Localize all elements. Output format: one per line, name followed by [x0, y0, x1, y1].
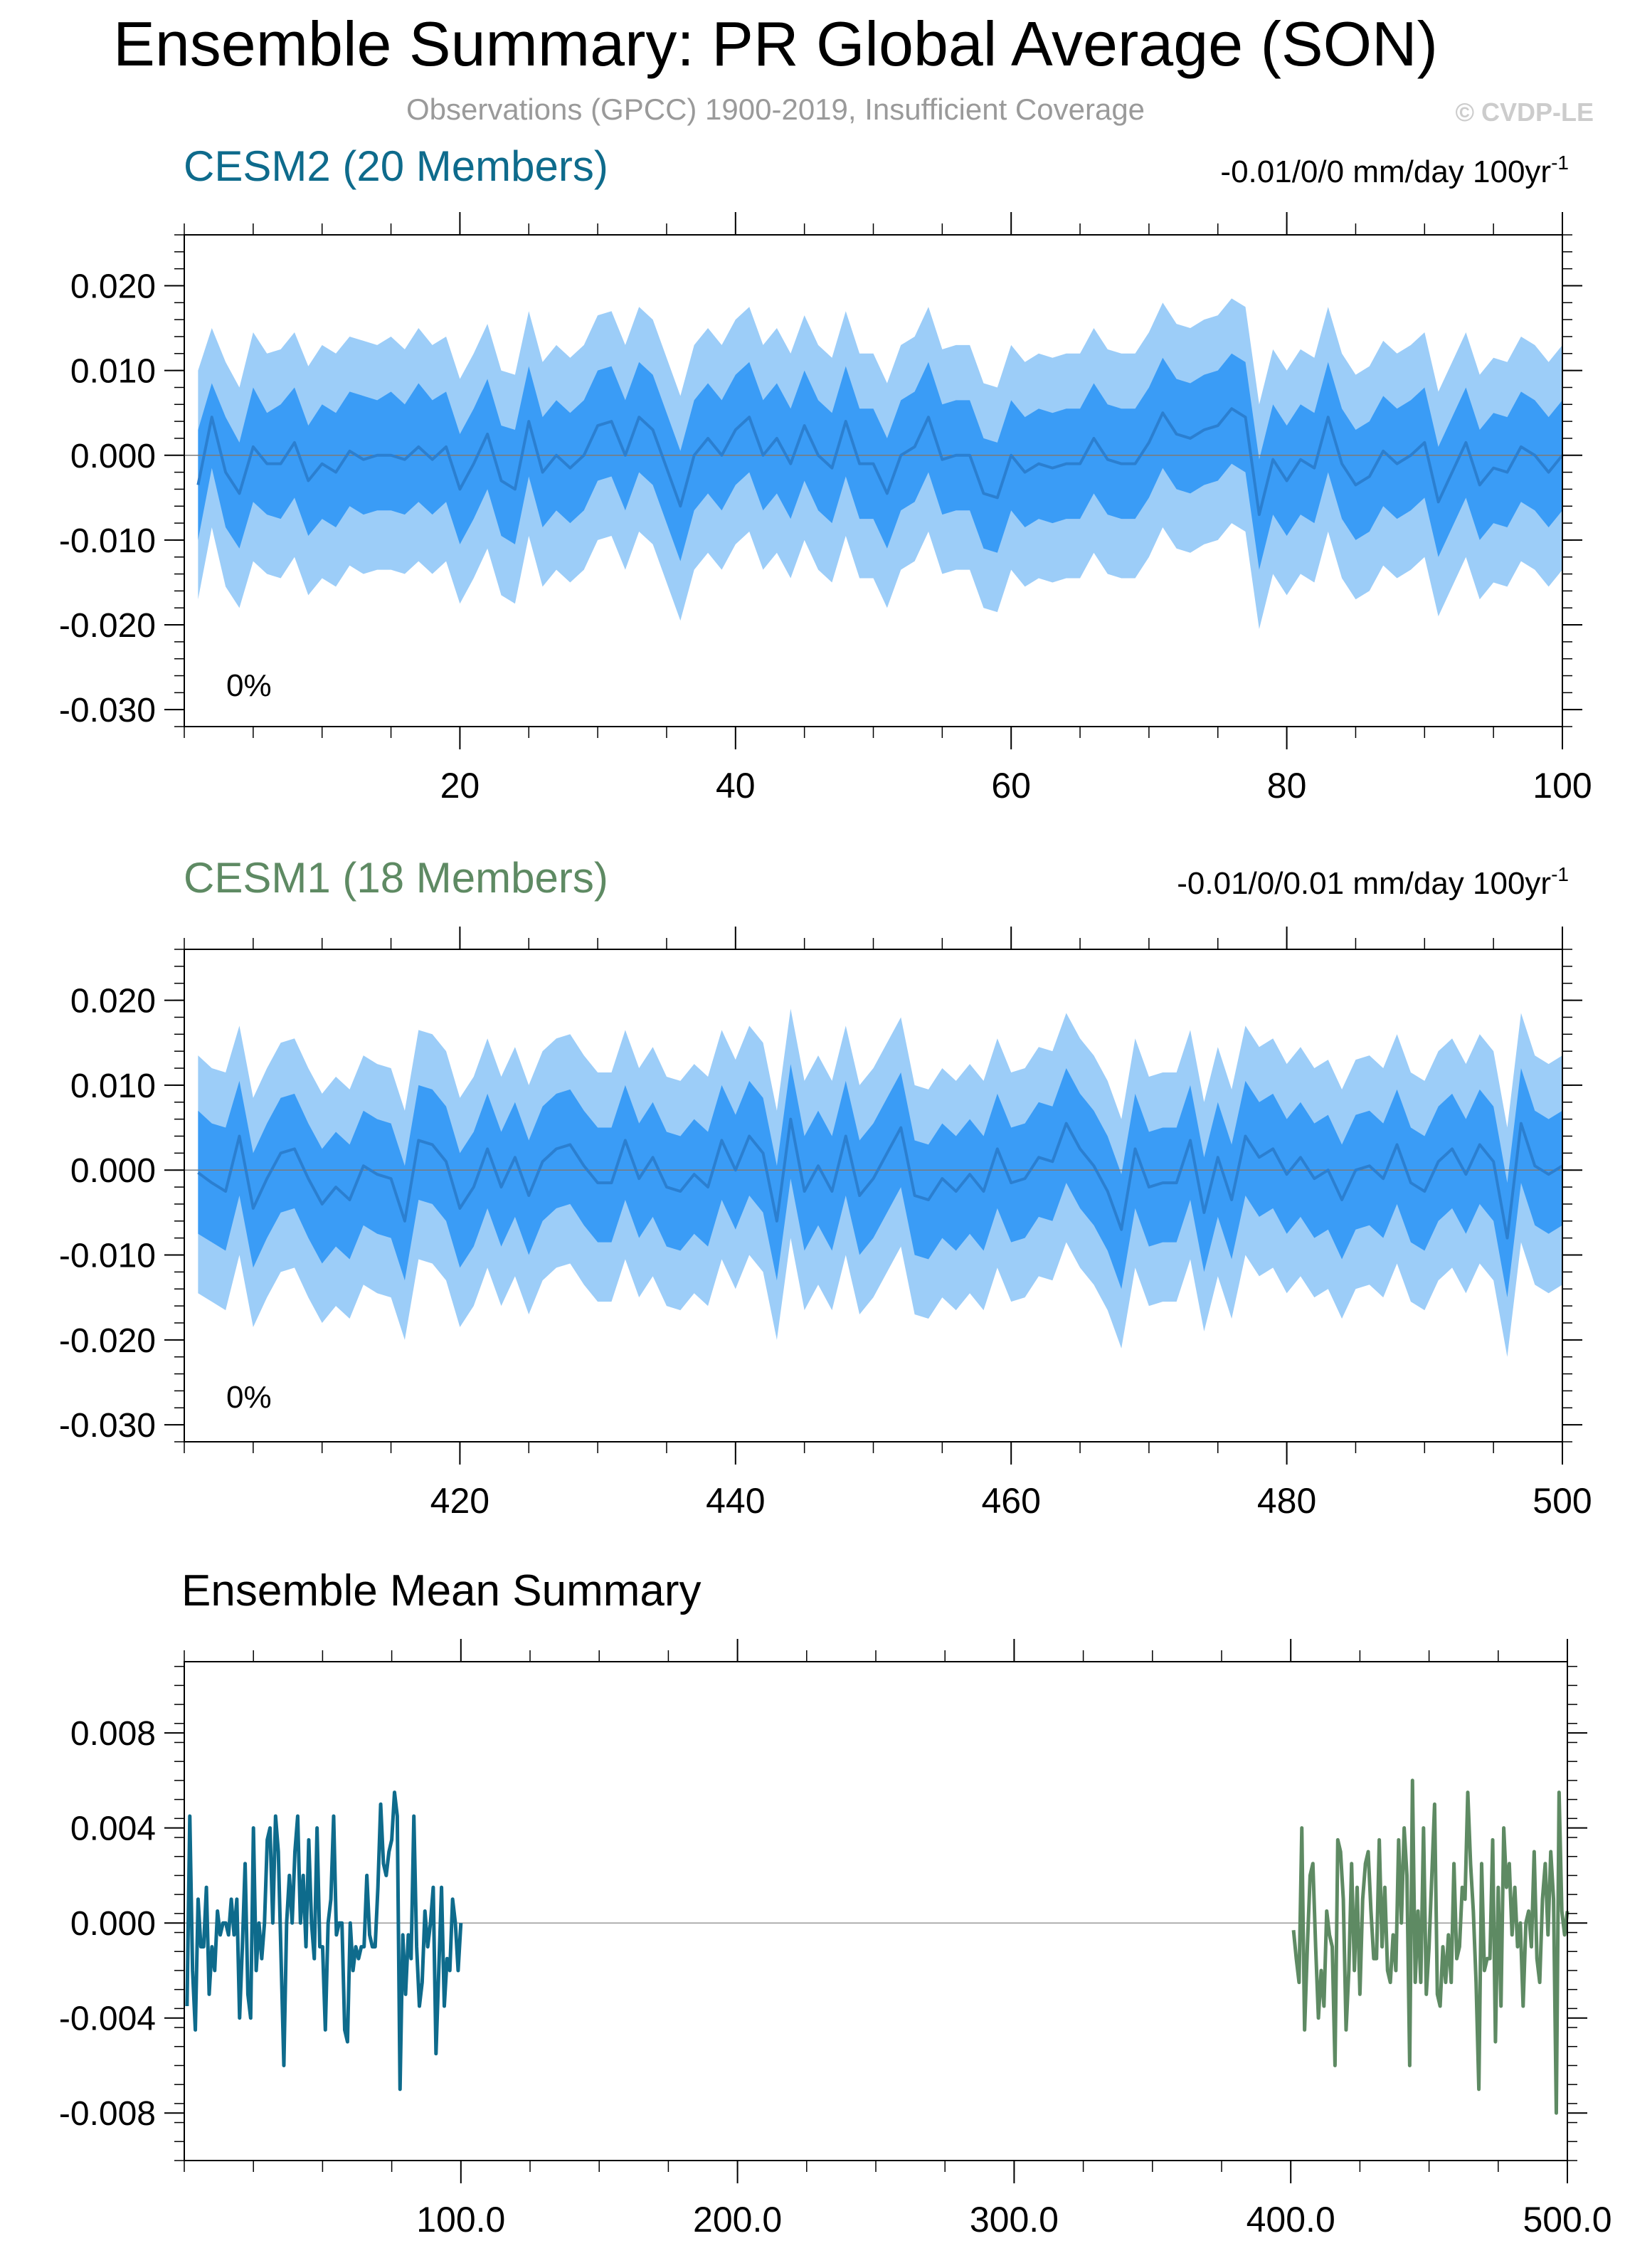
- cesm2-ytick-label: -0.030: [59, 692, 156, 729]
- panel-ensemble-mean-title: Ensemble Mean Summary: [181, 1566, 702, 1615]
- page-title: Ensemble Summary: PR Global Average (SON…: [113, 9, 1438, 79]
- cesm2-ytick-label: 0.010: [70, 353, 156, 391]
- cesm1-ytick-label: -0.030: [59, 1407, 156, 1445]
- cesm2-xtick-label: 20: [440, 766, 480, 806]
- cesm1-xtick-label: 460: [981, 1481, 1040, 1521]
- cesm1-xtick-label: 480: [1257, 1481, 1316, 1521]
- ensmean-ytick-label: -0.008: [59, 2095, 156, 2133]
- ensmean-series-cesm2-line: [185, 1790, 463, 2092]
- cesm2-ytick-label: 0.020: [70, 268, 156, 305]
- copyright-watermark: © CVDP-LE: [1455, 97, 1594, 127]
- panel-cesm1: CESM1 (18 Members) -0.01/0/0.01 mm/day 1…: [59, 854, 1592, 1521]
- cesm1-xtick-label: 440: [706, 1481, 765, 1521]
- ensmean-xtick-label: 200.0: [693, 2200, 782, 2240]
- ensmean-frame: [184, 1661, 1568, 2161]
- ensmean-ytick-label: 0.008: [70, 1715, 156, 1753]
- page-subtitle: Observations (GPCC) 1900-2019, Insuffici…: [406, 93, 1145, 126]
- ensmean-xtick-label: 500.0: [1523, 2200, 1611, 2240]
- cesm2-inner-band: [198, 353, 1562, 570]
- ensmean-xtick-label: 400.0: [1246, 2200, 1335, 2240]
- cesm1-ytick-label: -0.020: [59, 1322, 156, 1360]
- cesm1-xtick-label: 500: [1533, 1481, 1592, 1521]
- panel-cesm1-plot: 0.020 0.010 0.000 -0.010 -0.020 -0.030 420 440 4…: [59, 927, 1592, 1521]
- ensmean-ytick-label: 0.000: [70, 1905, 156, 1943]
- cesm2-ytick-label: 0.000: [70, 438, 156, 475]
- ensmean-ytick-label: -0.004: [59, 2000, 156, 2038]
- panel-cesm1-title: CESM1 (18 Members): [184, 854, 608, 902]
- cesm1-ensemble-mean-line: [197, 1117, 1564, 1240]
- cesm2-ytick-label: -0.010: [59, 522, 156, 560]
- cesm2-xtick-label: 80: [1267, 766, 1307, 806]
- ensmean-xtick-label: 300.0: [970, 2200, 1059, 2240]
- cesm1-ytick-label: 0.020: [70, 983, 156, 1020]
- panel-ensemble-mean-plot: 0.008 0.004 0.000 -0.004 -0.008 100.0 200.0 300…: [59, 1639, 1612, 2240]
- cesm2-ensemble-mean-line: [196, 407, 1564, 517]
- panel-cesm1-trend: -0.01/0/0.01 mm/day 100yr-1: [1177, 863, 1569, 901]
- cesm1-xtick-label: 420: [430, 1481, 489, 1521]
- ensmean-series-cesm1-line: [1291, 1778, 1570, 2115]
- panel-cesm2-title: CESM2 (20 Members): [184, 142, 608, 190]
- cesm1-ytick-label: 0.010: [70, 1067, 156, 1105]
- ensmean-xtick-label: 100.0: [416, 2200, 505, 2240]
- cesm2-ytick-label: -0.020: [59, 607, 156, 645]
- panel-cesm2-pct: 0%: [226, 668, 272, 703]
- panel-cesm2: CESM2 (20 Members) -0.01/0/0 mm/day 100y…: [59, 142, 1592, 806]
- panel-cesm1-pct: 0%: [226, 1380, 272, 1415]
- cesm2-xtick-label: 60: [991, 766, 1031, 806]
- cesm2-xtick-label: 40: [716, 766, 756, 806]
- panel-cesm2-trend: -0.01/0/0 mm/day 100yr-1: [1220, 152, 1569, 189]
- panel-cesm2-plot: 0.020 0.010 0.000 -0.010 -0.020 -0.030 20 40 60 8…: [59, 212, 1592, 806]
- ensmean-ytick-label: 0.004: [70, 1810, 156, 1848]
- cesm2-xtick-label: 100: [1533, 766, 1592, 806]
- cesm1-ytick-label: 0.000: [70, 1152, 156, 1190]
- cesm1-ytick-label: -0.010: [59, 1238, 156, 1275]
- cesm1-inner-band: [198, 1064, 1562, 1298]
- panel-ensemble-mean: Ensemble Mean Summary 0.008 0.004 0.000 -0.…: [59, 1566, 1612, 2240]
